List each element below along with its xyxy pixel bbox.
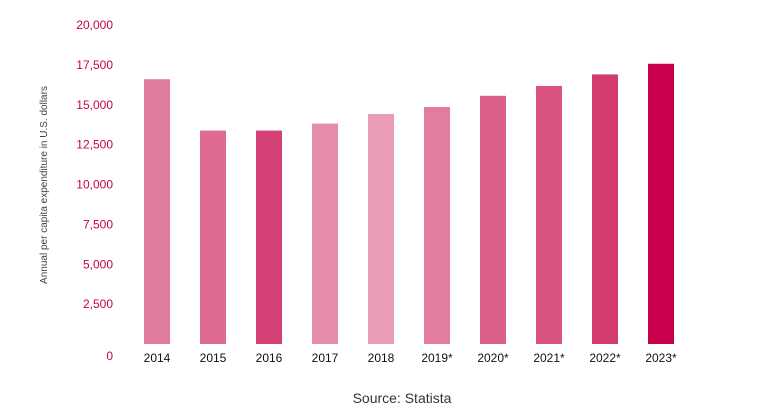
- y-tick-label: 12,500: [76, 138, 113, 152]
- x-tick-label: 2018: [368, 351, 395, 365]
- bars-group: [144, 63, 674, 345]
- bar-2019-est[interactable]: [424, 106, 450, 344]
- x-tick-label: 2021*: [533, 351, 565, 365]
- y-tick-label: 15,000: [76, 98, 113, 112]
- x-axis: 2014 2015 2016 2017 2018 2019* 2020* 2021* 2022*…: [144, 351, 677, 365]
- x-tick-label: 2019*: [421, 351, 453, 365]
- bar-2021-est[interactable]: [536, 85, 562, 344]
- bar-2018[interactable]: [368, 114, 394, 344]
- x-tick-label: 2023*: [645, 351, 677, 365]
- y-tick-label: 20,000: [76, 18, 113, 32]
- source-label: Source: Statista: [353, 390, 452, 406]
- bar-2016[interactable]: [256, 130, 282, 344]
- x-tick-label: 2020*: [477, 351, 509, 365]
- y-tick-label: 2,500: [83, 297, 113, 311]
- y-tick-label: 17,500: [76, 58, 113, 72]
- y-tick-label: 10,000: [76, 178, 113, 192]
- y-tick-label: 5,000: [83, 257, 113, 271]
- x-tick-label: 2016: [256, 351, 283, 365]
- bar-2014[interactable]: [144, 79, 170, 344]
- x-tick-label: 2015: [200, 351, 227, 365]
- y-axis: 0 2,500 5,000 7,500 10,000 12,500 15,000 17,500…: [76, 18, 113, 363]
- x-tick-label: 2014: [144, 351, 171, 365]
- bar-2022-est[interactable]: [592, 74, 618, 344]
- bar-2020-est[interactable]: [480, 95, 506, 345]
- y-tick-label: 0: [106, 349, 113, 363]
- y-axis-label: Annual per capita expenditure in U.S. do…: [39, 86, 50, 284]
- x-tick-label: 2022*: [589, 351, 621, 365]
- bar-2023-est[interactable]: [648, 63, 674, 345]
- bar-2017[interactable]: [312, 123, 338, 344]
- bar-2015[interactable]: [200, 130, 226, 344]
- y-tick-label: 7,500: [83, 217, 113, 231]
- x-tick-label: 2017: [312, 351, 339, 365]
